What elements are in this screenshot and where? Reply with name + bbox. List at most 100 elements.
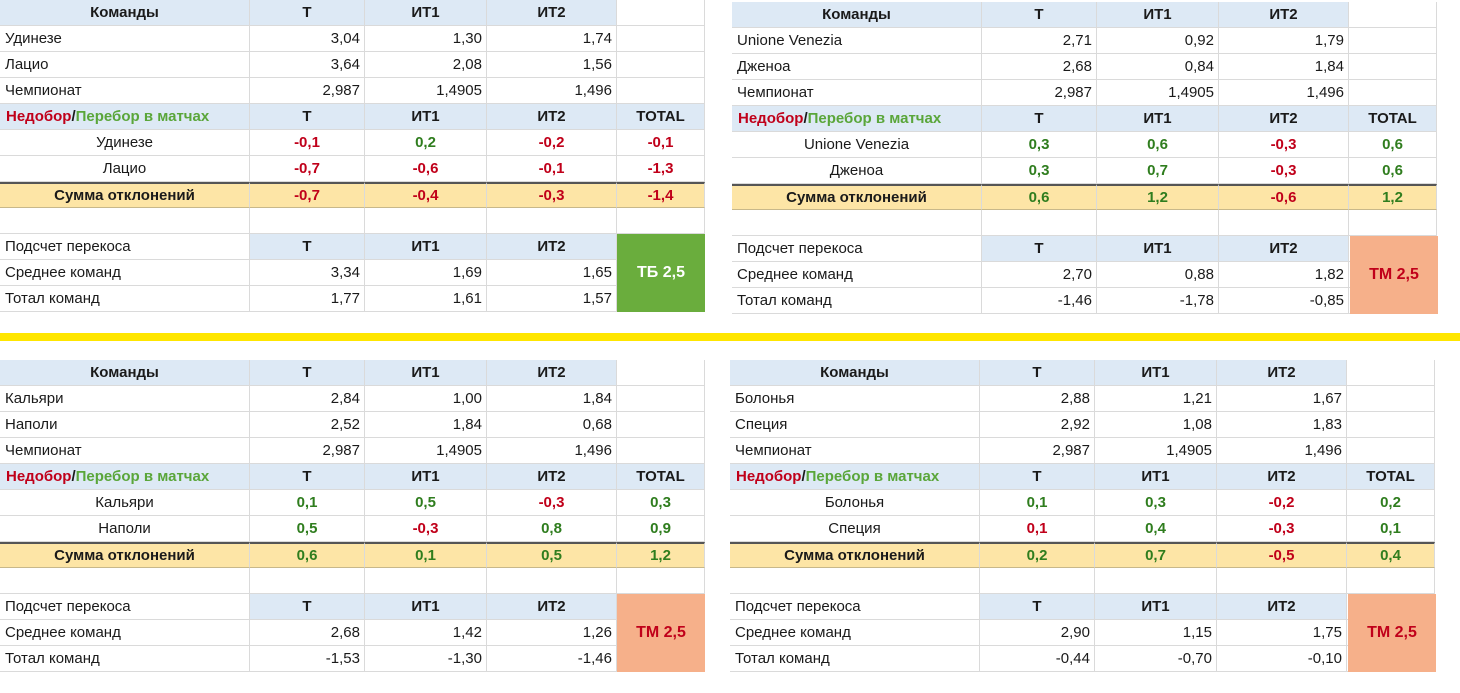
sum-t: -0,7: [250, 182, 365, 208]
deviation-t: 0,5: [250, 516, 365, 542]
team-row: Unione Venezia 2,71 0,92 1,79: [732, 28, 1438, 54]
avg-row: Среднее команд 2,70 0,88 1,82: [732, 262, 1438, 288]
col-header-it2: ИТ2: [487, 0, 617, 26]
empty-cell: [730, 568, 980, 594]
team-it2: 1,84: [487, 386, 617, 412]
deviation-it2: -0,2: [487, 130, 617, 156]
dev-col-total: TOTAL: [617, 104, 705, 130]
deviation-row: Болонья 0,1 0,3 -0,2 0,2: [730, 490, 1436, 516]
sum-total: 0,4: [1347, 542, 1435, 568]
skew-col-it2: ИТ2: [487, 594, 617, 620]
avg-row: Среднее команд 3,34 1,69 1,65: [0, 260, 705, 286]
sum-row: Сумма отклонений 0,6 1,2 -0,6 1,2: [732, 184, 1438, 210]
totals-it2: -0,85: [1219, 288, 1349, 314]
skew-col-it1: ИТ1: [1095, 594, 1217, 620]
totals-t: -1,53: [250, 646, 365, 672]
team-row: Чемпионат 2,987 1,4905 1,496: [732, 80, 1438, 106]
empty-cell: [1347, 386, 1435, 412]
skew-col-it1: ИТ1: [365, 234, 487, 260]
empty-cell: [1219, 210, 1349, 236]
deviation-t: 0,3: [982, 158, 1097, 184]
avg-it1: 1,69: [365, 260, 487, 286]
dev-col-it2: ИТ2: [1217, 464, 1347, 490]
col-header-it1: ИТ1: [365, 0, 487, 26]
dev-col-total: TOTAL: [1349, 106, 1437, 132]
team-name: Кальяри: [0, 386, 250, 412]
team-t: 3,64: [250, 52, 365, 78]
skew-col-t: Т: [982, 236, 1097, 262]
team-row: Наполи 2,52 1,84 0,68: [0, 412, 705, 438]
avg-t: 2,90: [980, 620, 1095, 646]
skew-header-row: Подсчет перекоса Т ИТ1 ИТ2: [0, 594, 705, 620]
team-name: Чемпионат: [732, 80, 982, 106]
yellow-divider: [0, 333, 1460, 341]
avg-it2: 1,26: [487, 620, 617, 646]
avg-it2: 1,75: [1217, 620, 1347, 646]
team-it1: 1,30: [365, 26, 487, 52]
team-name: Болонья: [730, 386, 980, 412]
col-header-teams: Команды: [0, 360, 250, 386]
team-row: Кальяри 2,84 1,00 1,84: [0, 386, 705, 412]
team-row: Чемпионат 2,987 1,4905 1,496: [0, 438, 705, 464]
deviation-total: -0,1: [617, 130, 705, 156]
dev-col-t: Т: [982, 106, 1097, 132]
skew-block: Подсчет перекоса Т ИТ1 ИТ2 Среднее команд 2,7…: [732, 236, 1438, 314]
totals-it1: -0,70: [1095, 646, 1217, 672]
spacer-row: [0, 568, 705, 594]
deviation-it1: -0,6: [365, 156, 487, 182]
sum-row: Сумма отклонений 0,2 0,7 -0,5 0,4: [730, 542, 1436, 568]
slash-label: /: [801, 468, 806, 485]
team-it2: 1,83: [1217, 412, 1347, 438]
verdict-badge: ТМ 2,5: [1348, 594, 1436, 672]
col-header-it1: ИТ1: [1095, 360, 1217, 386]
totals-it1: -1,30: [365, 646, 487, 672]
surplus-label: Перебор в матчах: [807, 110, 942, 127]
dev-col-t: Т: [250, 104, 365, 130]
surplus-label: Перебор в матчах: [75, 468, 210, 485]
sum-total: 1,2: [617, 542, 705, 568]
dev-col-it2: ИТ2: [487, 104, 617, 130]
empty-cell: [980, 568, 1095, 594]
avg-row: Среднее команд 2,90 1,15 1,75: [730, 620, 1436, 646]
team-name: Чемпионат: [730, 438, 980, 464]
empty-cell: [1217, 568, 1347, 594]
empty-cell: [617, 52, 705, 78]
empty-cell: [250, 208, 365, 234]
empty-cell: [982, 210, 1097, 236]
deviation-t: -0,7: [250, 156, 365, 182]
dev-col-it1: ИТ1: [365, 464, 487, 490]
team-it2: 1,79: [1219, 28, 1349, 54]
empty-cell: [250, 568, 365, 594]
teams-header-row: Команды Т ИТ1 ИТ2: [730, 360, 1436, 386]
team-row: Чемпионат 2,987 1,4905 1,496: [730, 438, 1436, 464]
sum-row: Сумма отклонений -0,7 -0,4 -0,3 -1,4: [0, 182, 705, 208]
skew-col-t: Т: [250, 594, 365, 620]
col-header-empty: [617, 0, 705, 26]
deviation-team-name: Болонья: [730, 490, 980, 516]
avg-label: Среднее команд: [0, 260, 250, 286]
dev-col-it1: ИТ1: [1095, 464, 1217, 490]
sum-t: 0,6: [982, 184, 1097, 210]
team-name: Дженоа: [732, 54, 982, 80]
team-it1: 1,00: [365, 386, 487, 412]
deviation-total: 0,3: [617, 490, 705, 516]
dev-col-it2: ИТ2: [1219, 106, 1349, 132]
totals-it1: -1,78: [1097, 288, 1219, 314]
deviation-header-row: Недобор / Перебор в матчах Т ИТ1 ИТ2 TOTAL: [732, 106, 1438, 132]
deviation-title: Недобор / Перебор в матчах: [732, 106, 982, 132]
sum-it1: 0,7: [1095, 542, 1217, 568]
deviation-row: Unione Venezia 0,3 0,6 -0,3 0,6: [732, 132, 1438, 158]
empty-cell: [0, 568, 250, 594]
skew-col-it2: ИТ2: [1217, 594, 1347, 620]
empty-cell: [1347, 568, 1435, 594]
empty-cell: [365, 208, 487, 234]
deviation-t: -0,1: [250, 130, 365, 156]
col-header-teams: Команды: [732, 2, 982, 28]
deviation-total: 0,6: [1349, 158, 1437, 184]
deviation-title: Недобор / Перебор в матчах: [0, 104, 250, 130]
team-t: 2,92: [980, 412, 1095, 438]
skew-label: Подсчет перекоса: [730, 594, 980, 620]
empty-cell: [1347, 438, 1435, 464]
stats-panel-tl: Команды Т ИТ1 ИТ2 Удинезе 3,04 1,30 1,74 Лацио 3,…: [0, 0, 705, 312]
deviation-t: 0,1: [980, 490, 1095, 516]
